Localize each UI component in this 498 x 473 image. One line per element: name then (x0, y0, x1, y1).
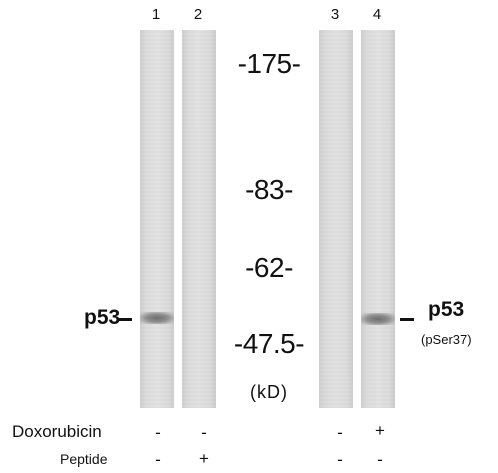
treatment-sign: - (201, 423, 207, 442)
lane-number-1: 1 (151, 6, 161, 23)
marker-62: -62- (245, 252, 293, 283)
treatment-sign: - (337, 450, 343, 469)
right-protein-label: p53 (428, 298, 465, 321)
p53-band (140, 312, 174, 324)
left-label-tick (118, 318, 132, 321)
blot-lane-3 (319, 30, 353, 408)
treatment-sign: + (375, 421, 385, 440)
treatment-sign: + (199, 449, 209, 468)
treatment-sign: - (337, 423, 343, 442)
blot-lane-4 (361, 30, 395, 408)
right-protein-sublabel: (pSer37) (421, 332, 472, 347)
right-label-tick (400, 318, 414, 321)
unit-label: (kD) (250, 382, 288, 402)
treatment-sign: - (155, 450, 161, 469)
marker-83: -83- (245, 174, 293, 205)
treatment-label-doxorubicin: Doxorubicin (12, 422, 102, 441)
marker-175: -175- (237, 48, 301, 79)
lane-number-3: 3 (330, 6, 340, 23)
treatment-label-peptide: Peptide (60, 451, 108, 467)
treatment-sign: - (155, 423, 161, 442)
marker-47-5: -47.5- (233, 328, 305, 359)
lane-number-4: 4 (372, 6, 382, 23)
blot-lane-1 (140, 30, 174, 408)
blot-lane-2 (182, 30, 216, 408)
left-protein-label: p53 (84, 306, 121, 329)
treatment-sign: - (377, 450, 383, 469)
lane-number-2: 2 (193, 6, 203, 23)
p53-band (361, 313, 395, 325)
